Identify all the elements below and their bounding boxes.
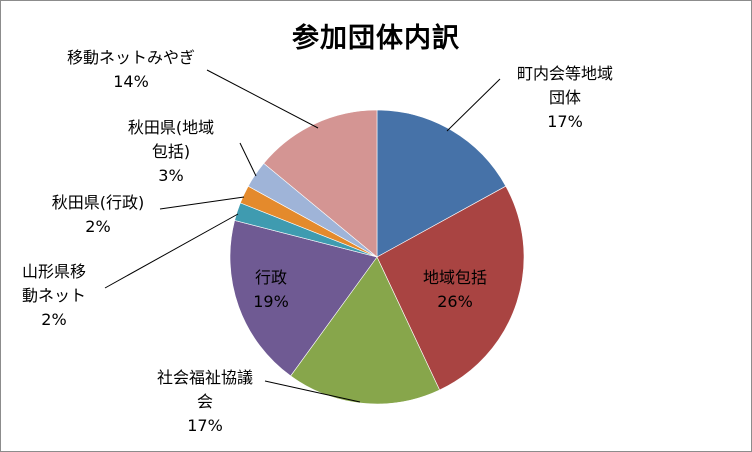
slice-percent: 19% [253, 292, 289, 311]
slice-label-line: 町内会等地域 [517, 64, 613, 83]
slice-label-line: 団体 [549, 88, 581, 107]
leader-line-3 [264, 380, 361, 403]
slice-percent: 14% [113, 72, 149, 91]
slice-label-6: 秋田県(行政) 2% [52, 193, 145, 236]
slice-percent: 3% [158, 166, 183, 185]
slice-label-line: 動ネット [22, 286, 86, 305]
chart-title: 参加団体内訳 [292, 23, 460, 54]
slice-label-line: 社会福祉協議 [157, 368, 253, 387]
slice-label-2: 地域包括 26% [423, 268, 487, 311]
slice-percent: 17% [547, 112, 583, 131]
leader-line-1 [446, 78, 501, 132]
pie-slice-1 [376, 109, 507, 258]
slice-percent: 26% [437, 292, 473, 311]
slice-percent: 17% [187, 416, 223, 435]
slice-percent: 2% [41, 310, 66, 329]
slice-label-line: 会 [197, 392, 213, 411]
slice-label-4: 行政 19% [253, 268, 289, 311]
slice-label-line: 秋田県(地域 [128, 118, 214, 137]
slice-label-line: 包括) [152, 142, 190, 161]
slice-percent: 2% [85, 217, 110, 236]
pie-slice-8 [263, 109, 378, 258]
slice-label-line: 山形県移 [22, 262, 86, 281]
slice-label-8: 移動ネットみやぎ 14% [67, 48, 195, 91]
slice-label-line: 地域包括 [423, 268, 487, 287]
pie-slice-3 [290, 256, 440, 405]
leader-line-5 [104, 213, 239, 289]
pie-slice-4 [229, 220, 378, 377]
slice-label-line: 移動ネットみやぎ [67, 48, 195, 67]
slice-label-line: 秋田県(行政) [52, 193, 145, 212]
pie-slice-2 [376, 185, 525, 391]
leader-line-7 [239, 142, 257, 177]
slice-label-7: 秋田県(地域包括) 3% [128, 118, 214, 185]
slice-label-line: 行政 [255, 268, 287, 287]
leader-line-6 [159, 196, 245, 210]
leader-line-8 [206, 69, 319, 129]
